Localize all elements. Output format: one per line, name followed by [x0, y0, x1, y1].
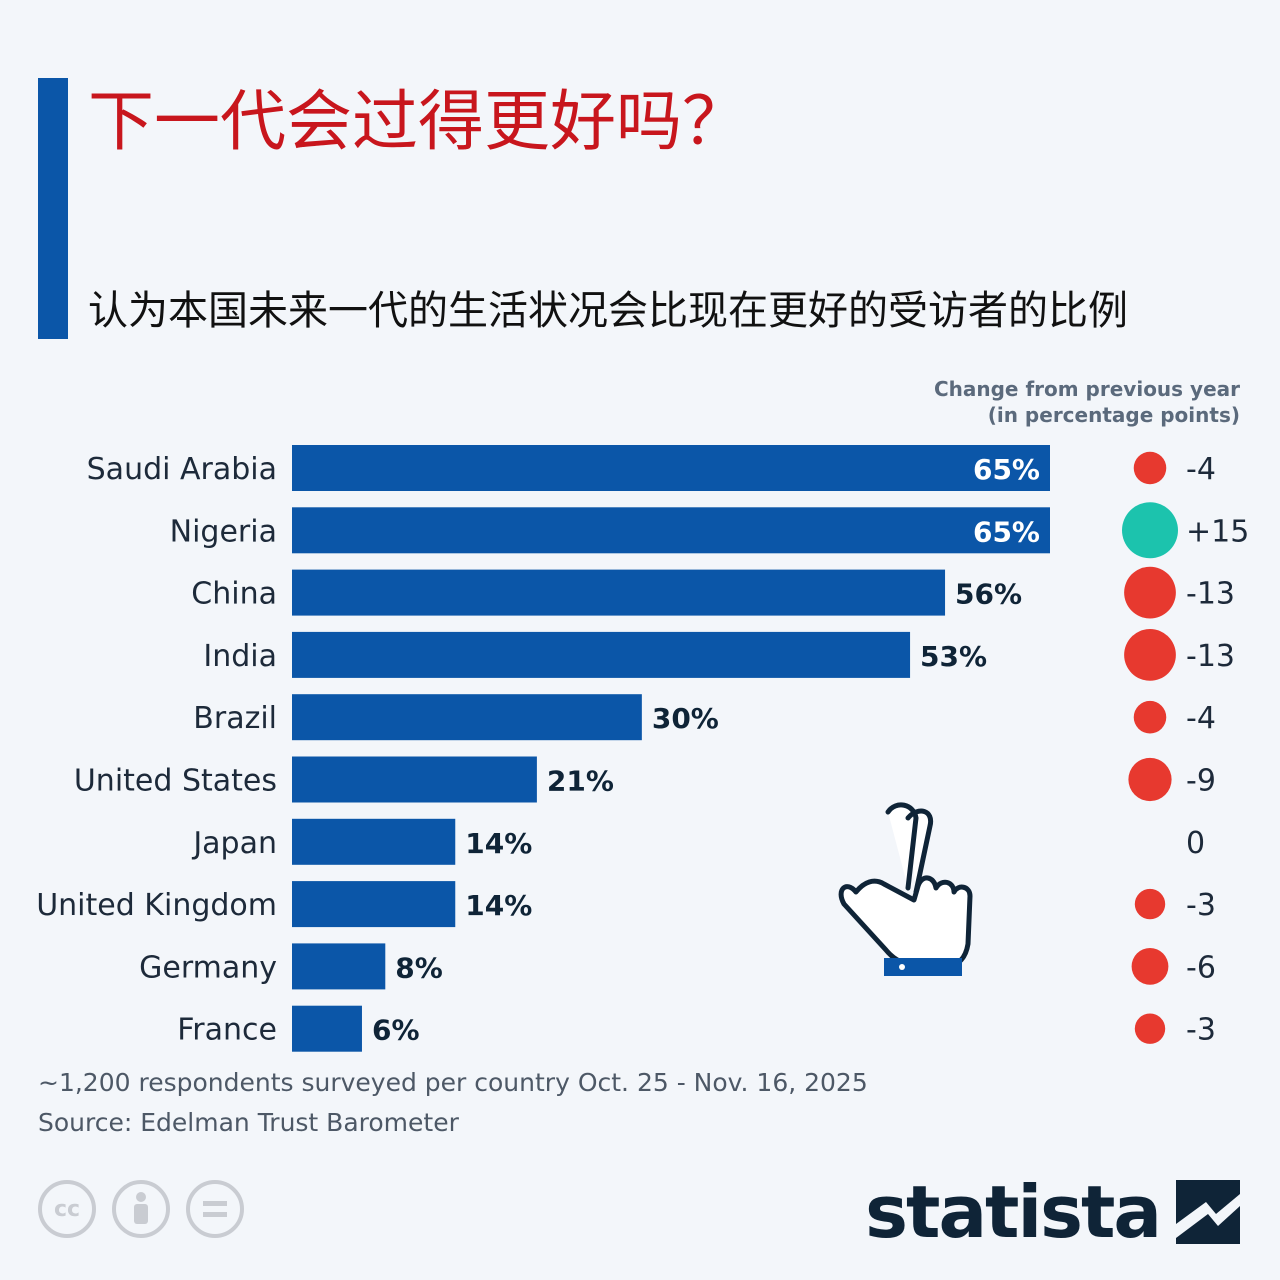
bar: [292, 943, 386, 990]
value-label: 65%: [973, 453, 1040, 486]
value-label: 6%: [372, 1014, 420, 1047]
change-dot: [1133, 451, 1167, 485]
statista-logo[interactable]: statista: [865, 1176, 1240, 1248]
change-dot: [1124, 629, 1176, 681]
value-label: 53%: [920, 640, 987, 673]
bar: [292, 756, 537, 803]
statista-mark-icon: [1176, 1180, 1240, 1244]
bar: [292, 1005, 362, 1052]
accent-bar: [38, 78, 68, 339]
value-label: 14%: [465, 889, 532, 922]
bar: [292, 569, 946, 616]
bar: [292, 694, 642, 741]
value-label: 14%: [465, 827, 532, 860]
license-icons: cc: [38, 1180, 244, 1238]
value-label: 56%: [955, 578, 1022, 611]
category-label: United States: [74, 764, 277, 799]
bar: [292, 507, 1050, 554]
bar: [292, 631, 911, 678]
category-label: Saudi Arabia: [87, 452, 277, 487]
category-label: United Kingdom: [36, 888, 277, 923]
change-dot: [1124, 566, 1176, 619]
change-label: -13: [1186, 639, 1235, 674]
cc-icon[interactable]: cc: [38, 1180, 96, 1238]
category-label: Germany: [139, 950, 277, 985]
change-label: +15: [1186, 514, 1249, 549]
change-label: -4: [1186, 452, 1216, 487]
footnote: ~1,200 respondents surveyed per country …: [38, 1068, 868, 1097]
change-dot: [1122, 502, 1178, 559]
category-label: Japan: [191, 826, 277, 861]
change-label: 0: [1186, 826, 1205, 861]
change-column-header: Change from previous year (in percentage…: [934, 376, 1240, 428]
change-header-line2: (in percentage points): [987, 403, 1240, 427]
no-derivatives-icon[interactable]: [186, 1180, 244, 1238]
value-label: 8%: [395, 951, 443, 984]
change-label: -4: [1186, 701, 1216, 736]
change-header-line1: Change from previous year: [933, 377, 1240, 401]
category-label: China: [191, 577, 277, 612]
change-label: -3: [1186, 888, 1216, 923]
bar: [292, 818, 456, 865]
change-label: -13: [1186, 577, 1235, 612]
value-label: 30%: [652, 702, 719, 735]
bar-chart: Saudi Arabia 65% -4 Nigeria 65% +15 China 56% -1…: [36, 445, 1249, 1052]
bar: [292, 445, 1050, 491]
category-label: Brazil: [193, 701, 277, 736]
crossed-fingers-icon: [838, 802, 973, 976]
change-dot: [1128, 757, 1172, 802]
bar: [292, 881, 456, 928]
value-label: 21%: [547, 765, 614, 798]
attribution-icon[interactable]: [112, 1180, 170, 1238]
value-label: 65%: [973, 515, 1040, 548]
source-note: Source: Edelman Trust Barometer: [38, 1108, 459, 1137]
category-label: France: [177, 1013, 277, 1048]
category-label: India: [203, 639, 277, 674]
chart-subtitle: 认为本国未来一代的生活状况会比现在更好的受访者的比例: [88, 288, 1128, 334]
category-label: Nigeria: [170, 514, 277, 549]
change-label: -9: [1186, 764, 1216, 799]
change-label: -3: [1186, 1013, 1216, 1048]
change-dot: [1131, 948, 1169, 985]
brand-name: statista: [865, 1170, 1162, 1254]
change-label: -6: [1186, 950, 1216, 985]
change-dot: [1134, 888, 1166, 920]
chart-title: 下一代会过得更好吗？: [88, 83, 748, 160]
change-dot: [1134, 1013, 1166, 1044]
change-dot: [1133, 700, 1167, 734]
